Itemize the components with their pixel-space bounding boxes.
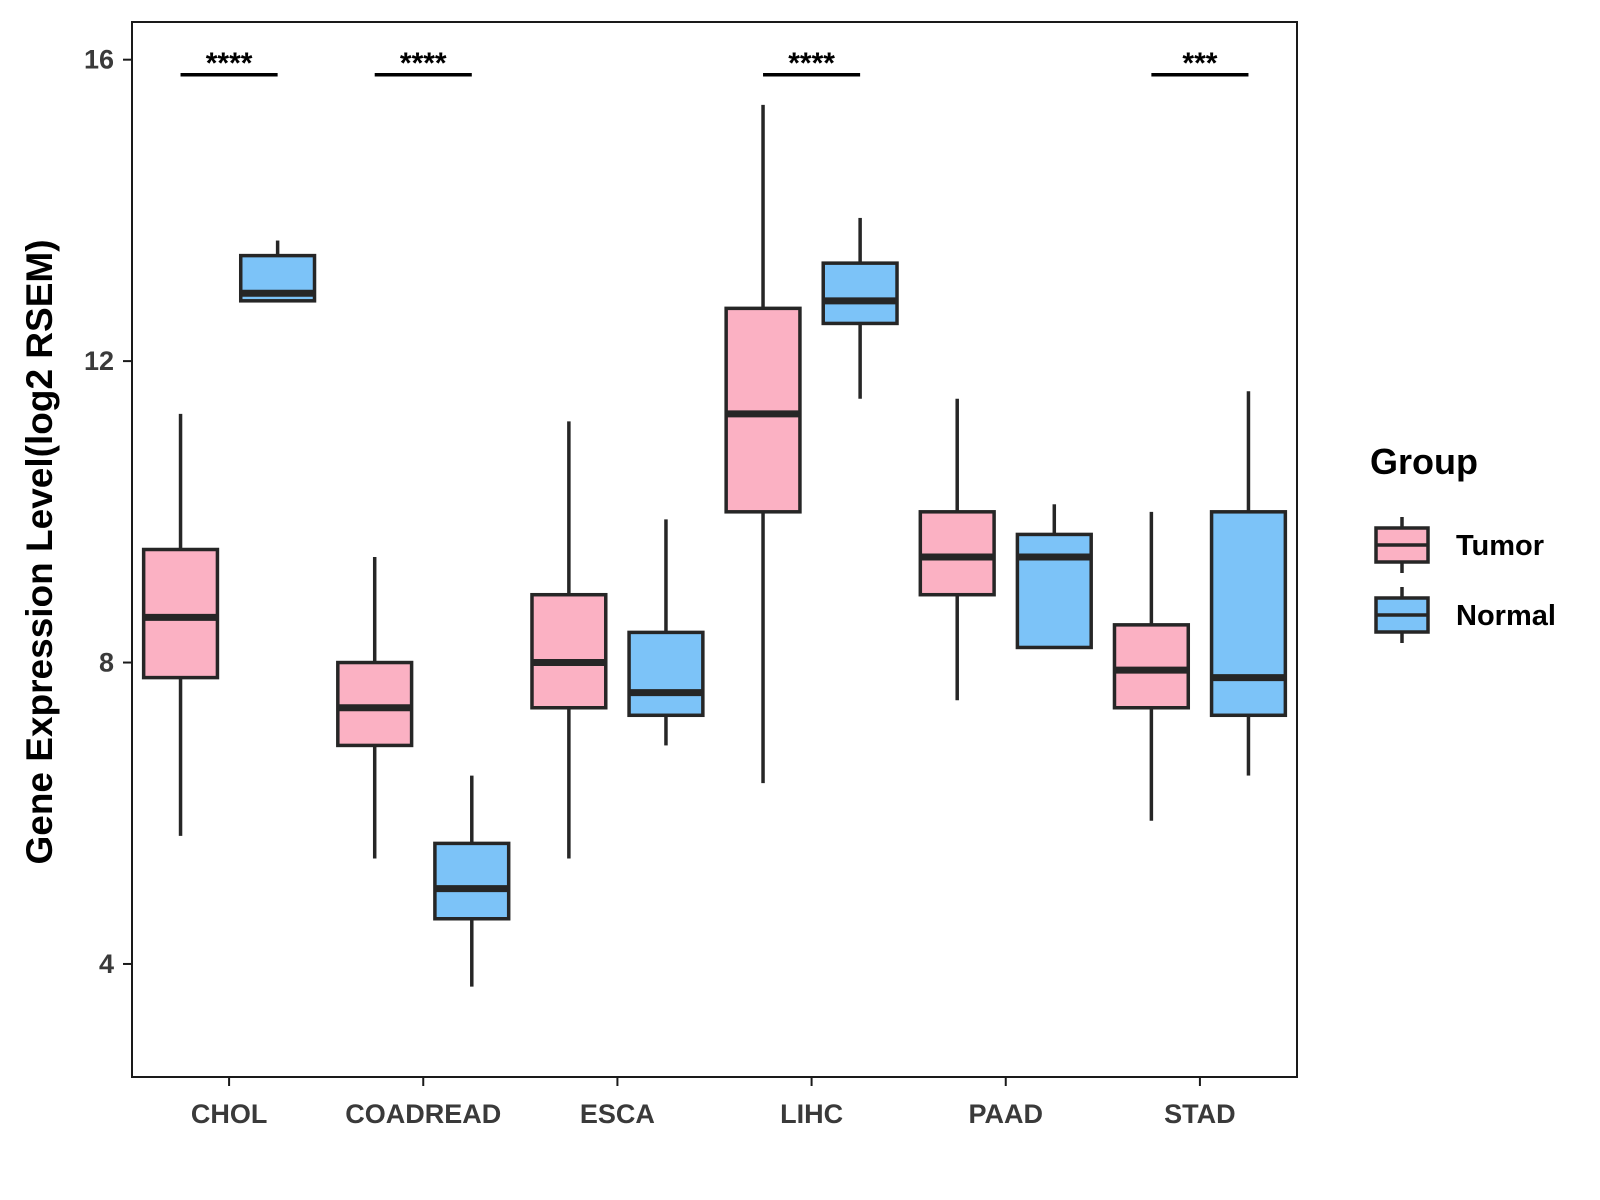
legend-label-normal: Normal (1456, 600, 1556, 632)
box-normal-esca (627, 519, 705, 746)
box-body (1209, 510, 1288, 718)
legend: Group Tumor Normal (1370, 441, 1556, 643)
box-tumor-lihc (724, 104, 802, 784)
y-tick-label: 12 (84, 346, 114, 376)
significance-label: **** (788, 47, 835, 80)
x-tick-label: LIHC (780, 1099, 843, 1129)
plot-area: **** **** **** *** (141, 47, 1288, 987)
box-body (627, 630, 705, 718)
y-tick-label: 8 (99, 648, 114, 678)
significance-label: **** (206, 47, 253, 80)
y-axis-title: Gene Expression Level(log2 RSEM) (19, 239, 60, 864)
axes: 4 8 12 16 CHOL COADREAD ESCA LIHC PAAD STAD (84, 21, 1298, 1129)
box-tumor-stad (1112, 511, 1191, 821)
x-tick-label: CHOL (191, 1099, 268, 1129)
box-tumor-esca (530, 421, 608, 859)
box-body (918, 510, 996, 597)
box-body (433, 841, 511, 921)
x-tick-label: ESCA (580, 1099, 655, 1129)
y-tick-label: 16 (84, 45, 114, 75)
box-tumor-paad (918, 398, 996, 701)
x-tick-label: COADREAD (345, 1099, 501, 1129)
box-tumor-chol (141, 413, 220, 836)
box-normal-paad (1015, 504, 1093, 650)
panel-border (131, 21, 1298, 1078)
y-tick-label: 4 (99, 949, 114, 979)
box-body (724, 306, 802, 514)
box-body (530, 592, 608, 710)
significance-label: *** (1182, 47, 1217, 80)
box-normal-coadread (433, 775, 511, 987)
legend-key-tumor (1374, 517, 1430, 573)
box-normal-chol (238, 240, 317, 303)
legend-title: Group (1370, 441, 1478, 482)
x-tick-label: STAD (1164, 1099, 1236, 1129)
significance-label: **** (400, 47, 447, 80)
box-normal-lihc (821, 217, 899, 399)
box-body (1112, 623, 1191, 710)
box-body (821, 261, 899, 326)
box-body (1015, 532, 1093, 650)
legend-key-normal (1374, 587, 1430, 643)
box-body (336, 660, 414, 748)
box-tumor-coadread (336, 557, 414, 859)
box-body (141, 547, 220, 680)
x-tick-label: PAAD (968, 1099, 1043, 1129)
box-normal-stad (1209, 391, 1288, 776)
legend-label-tumor: Tumor (1456, 530, 1544, 562)
